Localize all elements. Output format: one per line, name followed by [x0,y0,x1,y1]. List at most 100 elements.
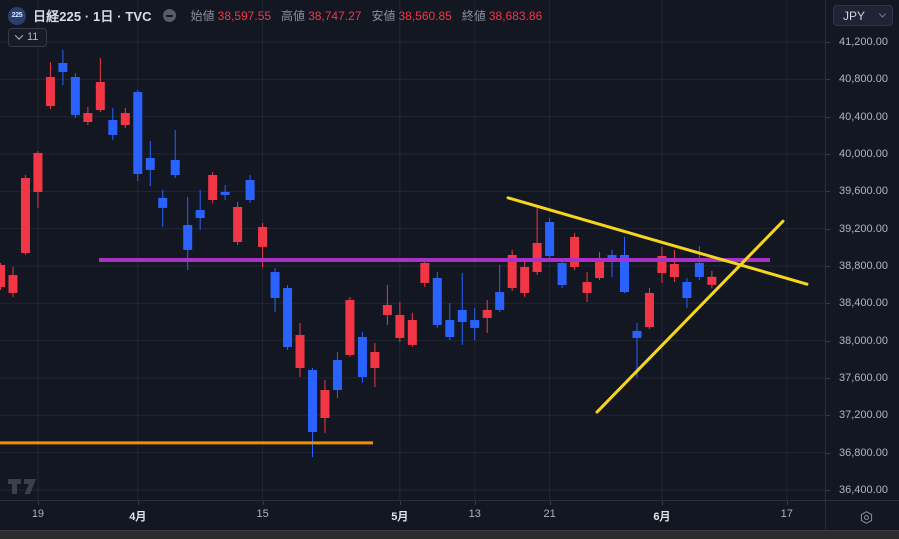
candle [332,351,342,398]
candle-body-up [482,309,492,318]
candle [632,323,642,378]
price-tick-mark [826,452,830,454]
candle-body-up [407,320,417,345]
candle-body-up [382,304,392,315]
candle-body-down [270,272,280,298]
candle [233,201,243,245]
time-tick-label: 5月 [391,511,409,523]
price-tick-mark [826,42,830,43]
candle [220,184,230,200]
candle-wick [536,206,538,276]
market-closed-icon[interactable] [162,9,176,22]
candle-body-down [632,330,642,338]
time-tick-label: 13 [468,508,481,520]
price-tick-mark [826,377,830,379]
tradingview-logo[interactable] [8,477,38,501]
price-tick-label: 39,600.00 [839,185,888,198]
candle [457,272,467,345]
candle-body-up [520,267,530,293]
minus-glyph [165,14,173,17]
candle-body-up [0,264,5,287]
candle-wick [499,264,501,312]
candle [432,272,442,328]
candle [482,299,492,333]
candle-body-up [208,174,218,200]
candle-wick [611,249,613,277]
time-axis[interactable]: 19 4月 15 5月 13 21 6月 17 [0,500,899,530]
candle [420,260,430,287]
ohlc-open: 始値 38,597.55 [191,7,271,24]
candle-body-down [145,158,155,170]
candle-body-up [420,262,430,283]
symbol-badge[interactable]: 225 [8,6,26,25]
ohlc-label: 始値 [190,9,215,23]
candle-wick [162,190,164,227]
candle [495,264,505,312]
chevron-down-icon [14,31,24,40]
legend-collapsed-count: 11 [27,31,39,43]
candle [258,222,268,268]
candle-wick [199,190,201,230]
ohlc-low: 安値 38,560.85 [371,7,451,24]
candle [370,342,380,388]
price-axis[interactable]: JPY 41,200.00 40,800.00 40,400.00 40,000.00… [825,0,899,530]
candle-body-down [58,62,68,72]
tv-logo-shape [24,479,36,494]
candle [357,331,367,384]
chart-settings-gear-icon[interactable] [857,508,875,526]
candle-body-down [470,320,480,328]
price-tick-label: 38,400.00 [839,297,888,310]
trend-line-drawing[interactable] [595,219,785,414]
candle [669,249,679,283]
candle-body-up [8,275,18,293]
time-tick-mark [262,501,264,505]
time-tick-mark [137,501,139,505]
candle-body-down [308,370,317,433]
candle-body-down [195,209,205,219]
candle [345,296,355,357]
ohlc-value: 38,747.27 [308,8,362,23]
time-tick-label: 6月 [653,511,671,523]
candle [20,174,30,255]
candle-body-down [357,337,367,378]
ohlc-label: 高値 [281,9,306,23]
candle [270,268,280,312]
price-tick-label: 36,800.00 [839,446,888,459]
candle [557,260,567,289]
candle [507,249,517,291]
candle-body-down [158,197,168,208]
symbol-legend: 225 日経225 · 1日 · TVC 始値 38,597.55 高値 38,… [8,6,542,25]
price-tick-mark [826,116,830,118]
symbol-title[interactable]: 日経225 · 1日 · TVC [33,9,152,24]
legend-collapse-button[interactable]: 11 [8,28,48,47]
ohlc-value: 38,597.55 [217,8,272,23]
time-tick-mark [786,501,788,505]
ohlc-value: 38,683.86 [488,8,543,23]
candle-wick [461,272,463,345]
candle [657,246,667,283]
candle-body-up [595,260,605,279]
candle [145,141,155,187]
price-tick-label: 40,800.00 [839,73,888,86]
currency-button[interactable]: JPY [833,5,893,26]
candle-body-up [657,255,667,273]
candle-body-down [283,288,293,347]
candle [83,106,93,125]
price-tick-label: 37,200.00 [839,409,888,422]
price-tick-label: 39,200.00 [839,222,888,235]
candle-body-down [445,320,455,338]
candle-body-down [170,159,180,175]
candle-body-up [570,236,580,268]
candle-body-up [45,76,55,107]
candle-body-down [457,309,467,322]
candle [70,72,80,118]
trend-line-drawing[interactable] [506,196,809,286]
candle-body-down [620,254,629,293]
time-tick-mark [549,501,551,505]
candle-body-down [694,262,704,277]
candle-body-down [432,278,442,325]
bottom-panel-divider [0,530,899,539]
currency-label: JPY [843,8,866,23]
price-chart-canvas[interactable] [0,0,826,500]
candle-body-up [395,314,405,338]
